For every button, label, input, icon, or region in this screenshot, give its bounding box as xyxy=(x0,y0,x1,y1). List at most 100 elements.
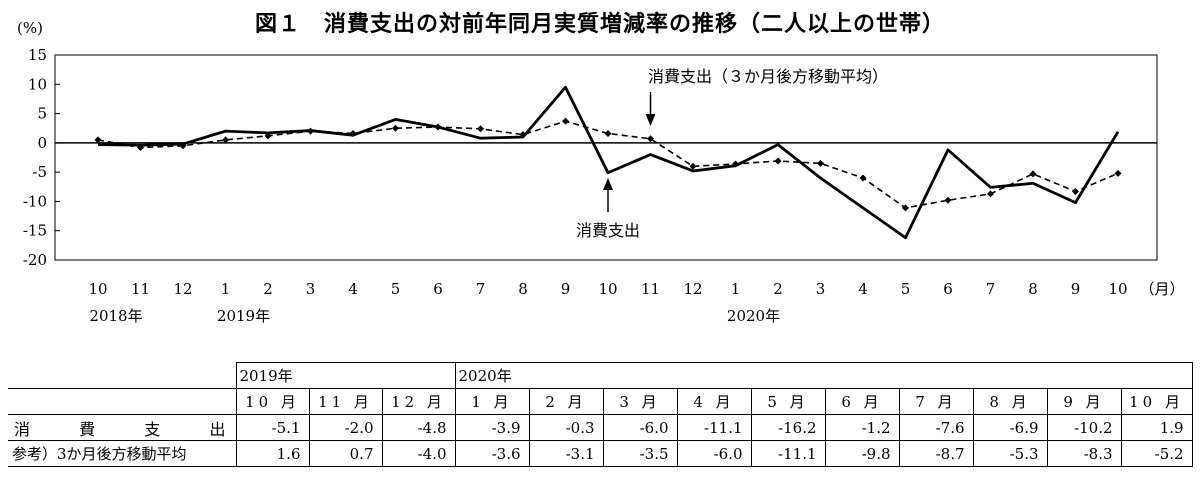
table-cell: -5.2 xyxy=(1120,440,1193,467)
x-tick-label: 1 xyxy=(731,280,741,298)
y-axis-unit: (%) xyxy=(17,19,43,37)
table-cell: -3.1 xyxy=(528,440,604,467)
table-cell: -6.0 xyxy=(676,440,752,467)
data-point-moving-average xyxy=(817,159,824,167)
table-corner-cell xyxy=(8,388,237,415)
data-point-moving-average xyxy=(987,190,994,198)
y-tick-label: -20 xyxy=(23,251,47,269)
table-cell: -5.3 xyxy=(972,440,1048,467)
y-tick-label: 0 xyxy=(37,134,47,152)
x-year-label: 2020年 xyxy=(727,307,780,325)
data-point-moving-average xyxy=(434,123,442,131)
table-cell: -6.0 xyxy=(602,414,678,441)
x-tick-label: 6 xyxy=(943,280,953,298)
data-point-moving-average xyxy=(179,142,187,150)
data-point-moving-average xyxy=(1114,169,1122,177)
table-month-header: 12 月 xyxy=(381,388,456,415)
table-cell: -1.2 xyxy=(824,414,900,441)
data-point-moving-average xyxy=(307,127,314,135)
annotation-moving-average: 消費支出（３か月後方移動平均） xyxy=(648,67,888,86)
plot-frame xyxy=(54,54,1158,261)
x-tick-label: 9 xyxy=(561,280,571,298)
data-point-moving-average xyxy=(689,162,697,170)
table-cell: -6.9 xyxy=(972,414,1048,441)
row-label-spending: 消費支出 xyxy=(8,414,237,441)
y-tick-label: -10 xyxy=(23,192,47,210)
annotation-spending: 消費支出 xyxy=(576,221,640,240)
table-row-moving-average: 参考）3か月後方移動平均 1.6 0.7 -4.0 -3.6 -3.1 -3.5 -6.0 -… xyxy=(8,440,1193,467)
data-point-moving-average xyxy=(647,135,654,143)
data-point-moving-average xyxy=(944,196,952,204)
row-label-moving-average: 参考）3か月後方移動平均 xyxy=(8,440,237,467)
data-point-moving-average xyxy=(1072,187,1079,195)
data-point-moving-average xyxy=(519,131,527,139)
table-month-header: 9 月 xyxy=(1046,388,1122,415)
x-tick-label: 5 xyxy=(391,280,401,298)
table-month-header: 4 月 xyxy=(676,388,752,415)
x-tick-label: 8 xyxy=(1028,280,1038,298)
y-tick-label: 15 xyxy=(28,46,47,64)
x-tick-label: 11 xyxy=(131,280,150,298)
table-month-header: 11 月 xyxy=(308,388,383,415)
x-tick-label: 10 xyxy=(88,280,107,298)
x-tick-label: 6 xyxy=(433,280,443,298)
x-tick-label: 12 xyxy=(683,280,702,298)
x-tick-label: 4 xyxy=(348,280,358,298)
table-row-spending: 消費支出 -5.1 -2.0 -4.8 -3.9 -0.3 -6.0 -11.1 -16.2-… xyxy=(8,414,1193,441)
x-tick-label: 2 xyxy=(263,280,273,298)
y-tick-label: -15 xyxy=(23,222,47,240)
up-arrow-icon xyxy=(603,178,613,190)
data-point-moving-average xyxy=(264,132,272,140)
x-tick-label: 12 xyxy=(173,280,192,298)
table-cell: -0.3 xyxy=(528,414,604,441)
y-tick-label: -5 xyxy=(32,163,47,181)
table-month-header: 10 月 xyxy=(1120,388,1193,415)
x-tick-label: 3 xyxy=(306,280,316,298)
table-cell: -11.1 xyxy=(676,414,752,441)
x-tick-label: 7 xyxy=(476,280,486,298)
table-cell: 1.9 xyxy=(1120,414,1193,441)
table-year-row: 2019年 2020年 xyxy=(8,362,1193,389)
x-year-label: 2018年 xyxy=(89,307,142,325)
table-cell: -3.6 xyxy=(454,440,530,467)
data-point-moving-average xyxy=(902,204,909,212)
table-year-header: 2019年 xyxy=(235,362,456,389)
y-tick-label: 5 xyxy=(37,105,47,123)
table-cell: -2.0 xyxy=(308,414,383,441)
table-month-header: 10 月 xyxy=(235,388,310,415)
data-point-moving-average xyxy=(859,174,867,182)
x-tick-label: 10 xyxy=(598,280,617,298)
data-point-moving-average xyxy=(94,136,102,144)
table-month-header: 7 月 xyxy=(898,388,974,415)
table-cell: 0.7 xyxy=(308,440,383,467)
x-tick-label: 9 xyxy=(1071,280,1081,298)
table-cell: 1.6 xyxy=(235,440,310,467)
x-tick-label: 5 xyxy=(901,280,911,298)
table-cell: -3.9 xyxy=(454,414,530,441)
x-tick-label: 11 xyxy=(641,280,660,298)
data-point-moving-average xyxy=(774,157,782,165)
x-tick-label: 2 xyxy=(773,280,783,298)
table-cell: -5.1 xyxy=(235,414,310,441)
x-tick-label: 3 xyxy=(816,280,826,298)
data-point-moving-average xyxy=(222,136,229,144)
x-tick-label: 8 xyxy=(518,280,528,298)
table-cell: -3.5 xyxy=(602,440,678,467)
data-point-moving-average xyxy=(392,124,399,132)
table-month-header: 1 月 xyxy=(454,388,530,415)
table-cell: -16.2 xyxy=(750,414,826,441)
data-point-moving-average xyxy=(562,117,569,125)
x-tick-label: 10 xyxy=(1108,280,1127,298)
table-cell: -4.8 xyxy=(381,414,456,441)
table-month-header: 8 月 xyxy=(972,388,1048,415)
down-arrow-icon xyxy=(645,114,656,126)
x-tick-label: 7 xyxy=(986,280,996,298)
table-cell: -10.2 xyxy=(1046,414,1122,441)
table-cell: -4.0 xyxy=(381,440,456,467)
x-year-label: 2019年 xyxy=(217,307,270,325)
table-corner-cell xyxy=(8,362,237,389)
data-point-moving-average xyxy=(349,129,357,137)
